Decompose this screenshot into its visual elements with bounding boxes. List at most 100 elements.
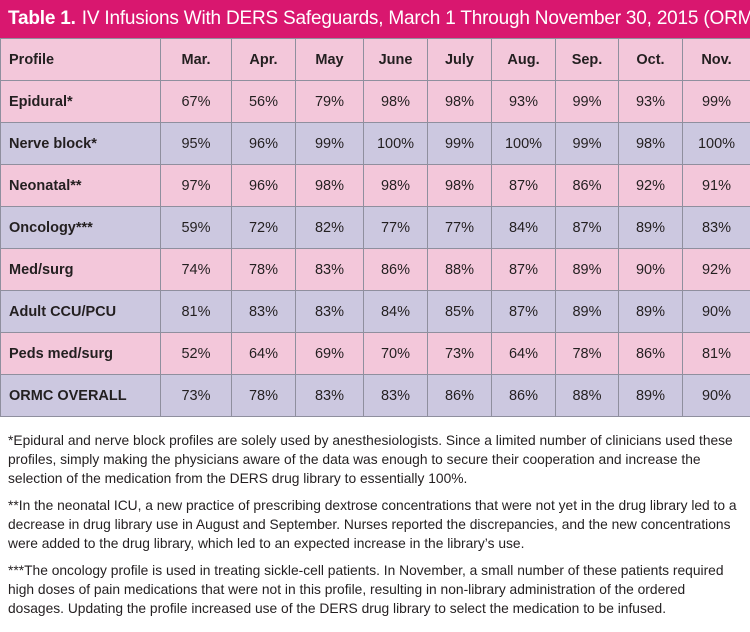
profile-cell: Oncology***: [0, 206, 161, 249]
value-cell: 83%: [295, 248, 364, 291]
value-cell: 74%: [160, 248, 232, 291]
table-row: Neonatal** 97% 96% 98% 98% 98% 87% 86% 92% 91%: [0, 164, 750, 207]
table-title-label: Table 1.: [8, 8, 76, 29]
column-header: Oct.: [618, 38, 683, 81]
value-cell: 88%: [427, 248, 492, 291]
value-cell: 100%: [682, 122, 750, 165]
column-header: Apr.: [231, 38, 296, 81]
column-header: Aug.: [491, 38, 556, 81]
value-cell: 98%: [295, 164, 364, 207]
footnote: *Epidural and nerve block profiles are s…: [8, 433, 733, 486]
value-cell: 78%: [231, 374, 296, 417]
profile-cell: Neonatal**: [0, 164, 161, 207]
value-cell: 83%: [682, 206, 750, 249]
value-cell: 93%: [491, 80, 556, 123]
value-cell: 83%: [363, 374, 428, 417]
profile-cell: Epidural*: [0, 80, 161, 123]
value-cell: 99%: [555, 80, 619, 123]
table-row: Adult CCU/PCU 81% 83% 83% 84% 85% 87% 89% 89% 90%: [0, 290, 750, 333]
value-cell: 86%: [618, 332, 683, 375]
table-header-row: Profile Mar. Apr. May June July Aug. Sep…: [0, 38, 750, 81]
value-cell: 83%: [231, 290, 296, 333]
value-cell: 87%: [491, 164, 556, 207]
value-cell: 100%: [363, 122, 428, 165]
value-cell: 98%: [618, 122, 683, 165]
value-cell: 99%: [427, 122, 492, 165]
column-header: Profile: [0, 38, 161, 81]
value-cell: 87%: [555, 206, 619, 249]
value-cell: 99%: [295, 122, 364, 165]
value-cell: 96%: [231, 164, 296, 207]
column-header: Mar.: [160, 38, 232, 81]
table-body: Epidural* 67% 56% 79% 98% 98% 93% 99% 93% 99% Nerv…: [0, 80, 750, 417]
table-row: ORMC OVERALL 73% 78% 83% 83% 86% 86% 88% 89% 90%: [0, 374, 750, 417]
table-row: Peds med/surg 52% 64% 69% 70% 73% 64% 78% 86% 81%: [0, 332, 750, 375]
value-cell: 83%: [295, 374, 364, 417]
value-cell: 97%: [160, 164, 232, 207]
value-cell: 95%: [160, 122, 232, 165]
value-cell: 85%: [427, 290, 492, 333]
value-cell: 88%: [555, 374, 619, 417]
profile-cell: Med/surg: [0, 248, 161, 291]
table-row: Med/surg 74% 78% 83% 86% 88% 87% 89% 90% 92%: [0, 248, 750, 291]
value-cell: 78%: [231, 248, 296, 291]
value-cell: 92%: [618, 164, 683, 207]
value-cell: 87%: [491, 290, 556, 333]
profile-cell: Peds med/surg: [0, 332, 161, 375]
profile-cell: Adult CCU/PCU: [0, 290, 161, 333]
value-cell: 98%: [427, 164, 492, 207]
value-cell: 86%: [363, 248, 428, 291]
value-cell: 73%: [427, 332, 492, 375]
value-cell: 83%: [295, 290, 364, 333]
table-title-text: IV Infusions With DERS Safeguards, March…: [81, 8, 750, 29]
table-title-bar: Table 1. IV Infusions With DERS Safeguar…: [0, 0, 750, 38]
value-cell: 87%: [491, 248, 556, 291]
value-cell: 89%: [555, 290, 619, 333]
infusion-table: Profile Mar. Apr. May June July Aug. Sep…: [0, 38, 750, 417]
value-cell: 91%: [682, 164, 750, 207]
value-cell: 81%: [682, 332, 750, 375]
profile-cell: Nerve block*: [0, 122, 161, 165]
value-cell: 70%: [363, 332, 428, 375]
column-header: Nov.: [682, 38, 750, 81]
value-cell: 99%: [682, 80, 750, 123]
value-cell: 98%: [363, 80, 428, 123]
value-cell: 93%: [618, 80, 683, 123]
value-cell: 90%: [618, 248, 683, 291]
value-cell: 81%: [160, 290, 232, 333]
value-cell: 69%: [295, 332, 364, 375]
value-cell: 99%: [555, 122, 619, 165]
value-cell: 72%: [231, 206, 296, 249]
profile-cell: ORMC OVERALL: [0, 374, 161, 417]
value-cell: 77%: [427, 206, 492, 249]
value-cell: 90%: [682, 374, 750, 417]
value-cell: 79%: [295, 80, 364, 123]
value-cell: 89%: [555, 248, 619, 291]
value-cell: 64%: [231, 332, 296, 375]
value-cell: 86%: [491, 374, 556, 417]
value-cell: 56%: [231, 80, 296, 123]
value-cell: 59%: [160, 206, 232, 249]
value-cell: 100%: [491, 122, 556, 165]
value-cell: 90%: [682, 290, 750, 333]
table-row: Oncology*** 59% 72% 82% 77% 77% 84% 87% 89% 83%: [0, 206, 750, 249]
value-cell: 96%: [231, 122, 296, 165]
value-cell: 77%: [363, 206, 428, 249]
value-cell: 73%: [160, 374, 232, 417]
value-cell: 86%: [555, 164, 619, 207]
value-cell: 89%: [618, 290, 683, 333]
column-header: Sep.: [555, 38, 619, 81]
value-cell: 98%: [363, 164, 428, 207]
value-cell: 84%: [363, 290, 428, 333]
value-cell: 78%: [555, 332, 619, 375]
value-cell: 98%: [427, 80, 492, 123]
footnote: **In the neonatal ICU, a new practice of…: [8, 498, 737, 551]
value-cell: 89%: [618, 374, 683, 417]
footnotes: *Epidural and nerve block profiles are s…: [0, 417, 750, 618]
value-cell: 92%: [682, 248, 750, 291]
value-cell: 82%: [295, 206, 364, 249]
value-cell: 89%: [618, 206, 683, 249]
value-cell: 64%: [491, 332, 556, 375]
value-cell: 52%: [160, 332, 232, 375]
